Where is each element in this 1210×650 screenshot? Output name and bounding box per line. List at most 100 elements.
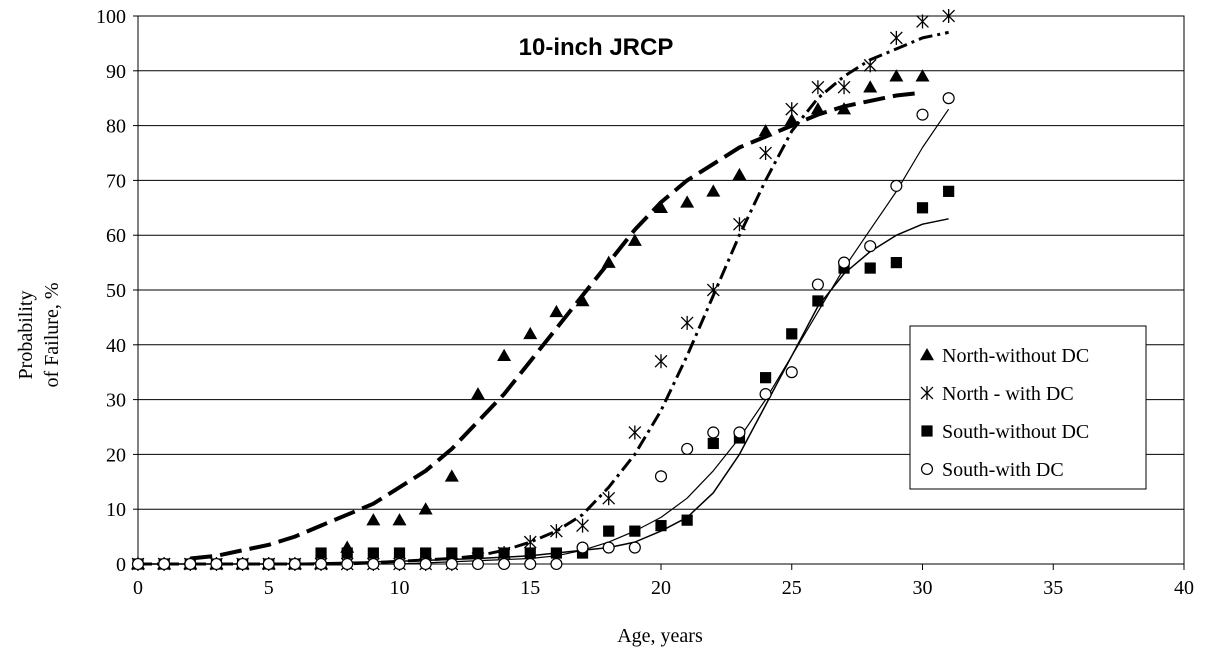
point-north-without-dc-26 [810,102,825,115]
point-south-with-dc-1 [158,557,171,571]
point-north-with-dc-23 [733,217,746,232]
point-south-with-dc-24 [759,388,772,401]
point-north-without-dc-20 [654,200,668,214]
point-north-without-dc-25 [784,113,799,126]
legend-label-south-without-dc: South-without DC [942,421,1089,443]
fit-south-with-dc [138,108,950,565]
point-north-without-dc-22 [706,184,721,197]
point-south-with-dc-0 [131,557,145,571]
point-north-without-dc-29 [889,69,904,82]
point-south-without-dc-9 [367,547,379,559]
y-tick-label-30: 30 [106,390,126,412]
point-north-with-dc-24 [759,146,773,160]
y-tick-label-20: 20 [106,444,126,466]
y-tick-label-40: 40 [106,335,126,357]
point-south-with-dc-3 [210,557,223,571]
x-tick-label-30: 30 [913,577,933,599]
point-south-without-dc-10 [393,547,406,559]
x-tick-label-35: 35 [1043,577,1063,599]
point-south-without-dc-24 [760,372,772,384]
legend: North-without DC North - with DC South-w… [909,325,1147,490]
point-north-without-dc-9 [366,513,381,526]
point-north-with-dc-30 [916,14,929,29]
point-south-with-dc-29 [890,179,903,192]
point-south-with-dc-8 [341,557,354,571]
y-tick-label-70: 70 [106,170,126,192]
chart-title: 10-inch JRCP [519,34,674,61]
point-north-with-dc-26 [811,80,825,95]
point-north-without-dc-24 [758,124,773,137]
point-south-with-dc-12 [445,557,458,571]
y-tick-label-10: 10 [106,499,126,521]
legend-label-north-with-dc: North - with DC [942,383,1074,405]
x-axis-title: Age, years [617,625,703,647]
legend-box [909,325,1147,490]
point-south-without-dc-11 [420,547,432,559]
point-south-without-dc-7 [315,547,327,559]
point-north-with-dc-20 [654,354,668,369]
point-south-without-dc-15 [524,547,536,559]
point-south-with-dc-31 [942,92,955,105]
point-south-with-dc-16 [550,557,563,571]
point-south-with-dc-2 [184,557,197,571]
legend-marker-north-without-dc [920,348,934,361]
point-north-without-dc-12 [444,469,459,482]
point-south-without-dc-29 [890,257,902,269]
point-north-without-dc-15 [523,326,538,340]
y-axis-title-line-2: of Failure, % [41,283,63,388]
y-tick-label-80: 80 [106,116,126,138]
y-axis-title: Probability of Failure, % [15,283,63,388]
point-south-without-dc-26 [812,295,824,307]
point-south-with-dc-14 [498,557,511,571]
y-tick-label-60: 60 [106,225,126,247]
point-south-with-dc-19 [628,541,641,554]
point-south-without-dc-14 [498,547,510,559]
point-south-with-dc-5 [262,557,275,571]
y-tick-label-90: 90 [106,61,126,83]
point-north-without-dc-28 [863,80,878,93]
x-tick-label-20: 20 [651,577,671,599]
point-south-with-dc-25 [785,366,798,379]
point-north-without-dc-23 [732,167,747,181]
point-north-without-dc-19 [627,233,642,246]
point-north-with-dc-25 [785,102,799,117]
point-north-without-dc-16 [549,304,564,318]
fit-south-without-dc [138,218,949,565]
point-south-with-dc-13 [471,557,485,571]
point-south-without-dc-12 [446,547,458,559]
legend-marker-south-without-dc [921,425,933,437]
point-north-with-dc-29 [889,30,903,45]
point-south-with-dc-9 [367,557,380,571]
point-south-with-dc-30 [916,108,929,121]
point-north-with-dc-15 [523,535,537,550]
point-north-without-dc-13 [470,387,485,400]
point-north-without-dc-30 [915,69,930,82]
fit-north-without-dc [190,90,923,561]
point-south-with-dc-21 [681,442,694,455]
x-tick-label-25: 25 [782,577,802,599]
point-north-without-dc-11 [418,502,433,515]
point-south-without-dc-8 [341,547,353,559]
point-south-without-dc-20 [655,520,667,532]
legend-marker-south-with-dc [920,462,934,476]
data-markers [131,9,956,571]
fit-curves [138,30,950,566]
point-south-without-dc-30 [916,202,929,214]
point-north-with-dc-27 [837,80,851,95]
point-north-without-dc-14 [497,348,512,362]
fit-north-with-dc [138,30,949,566]
point-south-with-dc-17 [576,541,589,554]
x-tick-label-5: 5 [264,577,274,599]
point-south-with-dc-7 [314,557,328,571]
point-south-without-dc-18 [603,525,615,537]
point-north-with-dc-28 [863,58,877,73]
point-south-with-dc-6 [288,557,301,571]
point-south-without-dc-16 [550,547,562,559]
point-south-with-dc-28 [864,240,877,253]
y-tick-label-100: 100 [96,6,126,28]
point-south-with-dc-26 [811,278,824,291]
point-south-without-dc-28 [864,262,876,274]
legend-markers [920,348,934,476]
point-south-with-dc-10 [393,557,406,571]
